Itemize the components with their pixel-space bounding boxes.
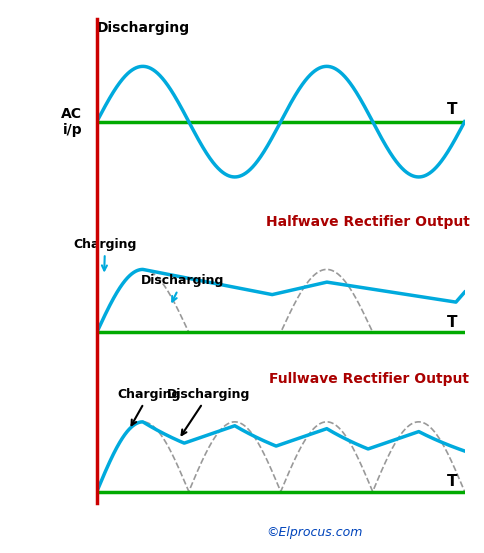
Text: Discharging: Discharging xyxy=(97,21,190,35)
Text: Discharging: Discharging xyxy=(141,274,224,301)
Text: Charging: Charging xyxy=(74,238,137,270)
Text: Discharging: Discharging xyxy=(167,388,250,435)
Text: AC
i/p: AC i/p xyxy=(61,107,82,137)
Text: Halfwave Rectifier Output: Halfwave Rectifier Output xyxy=(266,215,469,229)
Text: T: T xyxy=(447,315,457,330)
Text: Charging: Charging xyxy=(117,388,181,425)
Text: T: T xyxy=(447,102,457,117)
Text: Fullwave Rectifier Output: Fullwave Rectifier Output xyxy=(270,372,469,386)
Text: T: T xyxy=(447,474,457,489)
Text: ©Elprocus.com: ©Elprocus.com xyxy=(266,526,363,539)
